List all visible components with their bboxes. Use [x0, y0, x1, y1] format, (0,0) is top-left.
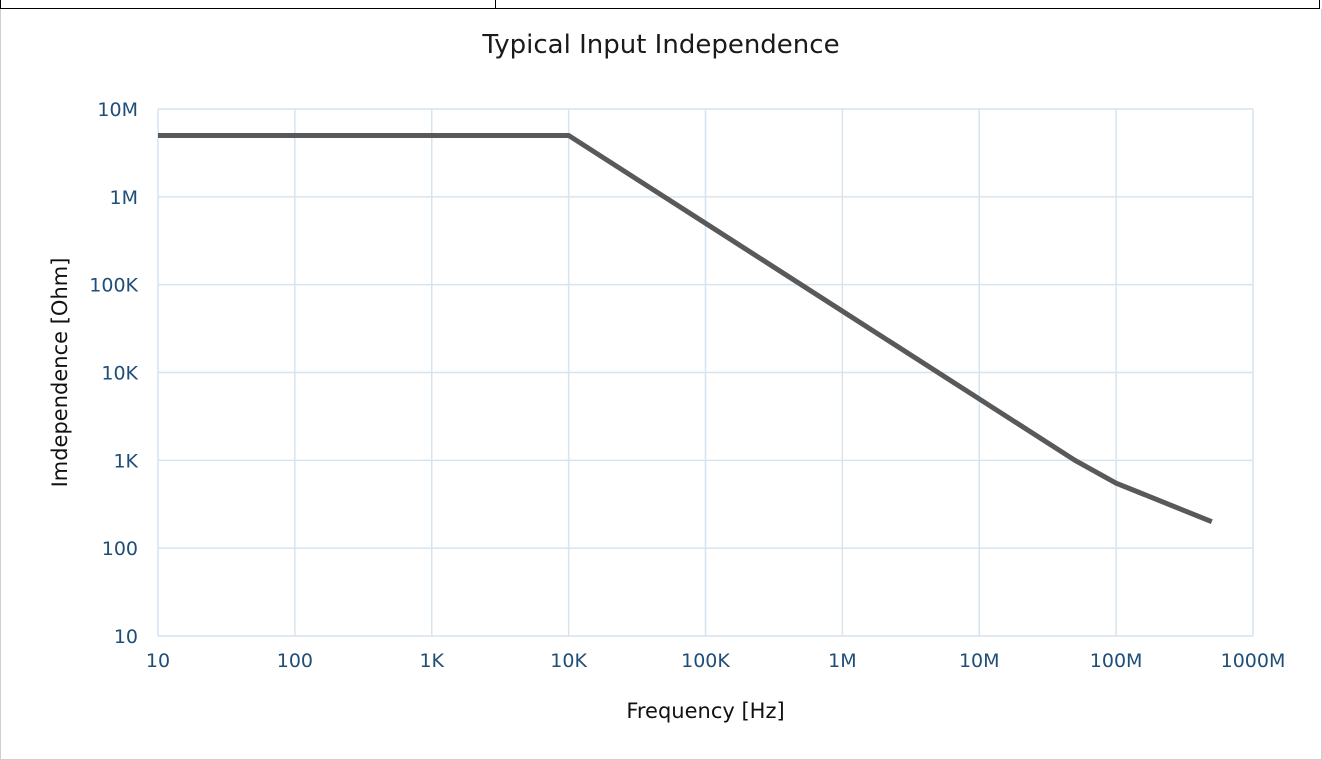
x-tick-label: 100K: [681, 650, 730, 672]
y-tick-label: 1M: [110, 187, 138, 209]
x-tick-label: 1M: [828, 650, 856, 672]
top-strip: [0, 0, 1320, 9]
x-tick-label: 10M: [959, 650, 1000, 672]
y-tick-labels: 10 100 1K 10K 100K 1M 10M: [89, 99, 138, 648]
series-group: [158, 132, 1213, 525]
y-tick-label: 1K: [113, 450, 138, 472]
y-tick-label: 10K: [101, 363, 138, 385]
x-tick-labels: 10 100 1K 10K 100K 1M 10M 100M 1000M: [146, 650, 1285, 672]
x-tick-label: 100M: [1090, 650, 1143, 672]
y-tick-label: 100K: [89, 275, 138, 297]
x-tick-label: 10K: [550, 650, 587, 672]
chart-title: Typical Input Independence: [482, 30, 840, 60]
y-tick-label: 10: [114, 626, 138, 648]
x-tick-label: 10: [146, 650, 170, 672]
x-tick-label: 1K: [419, 650, 444, 672]
y-tick-label: 10M: [97, 99, 138, 121]
top-strip-divider: [495, 0, 496, 9]
x-axis-title: Frequency [Hz]: [626, 699, 784, 723]
y-axis-title: Imdependence [Ohm]: [48, 258, 72, 488]
grid-lines: [157, 108, 1254, 637]
y-tick-label: 100: [102, 538, 138, 560]
series-line: [158, 132, 1213, 525]
x-tick-label: 100: [277, 650, 313, 672]
x-tick-label: 1000M: [1221, 650, 1286, 672]
